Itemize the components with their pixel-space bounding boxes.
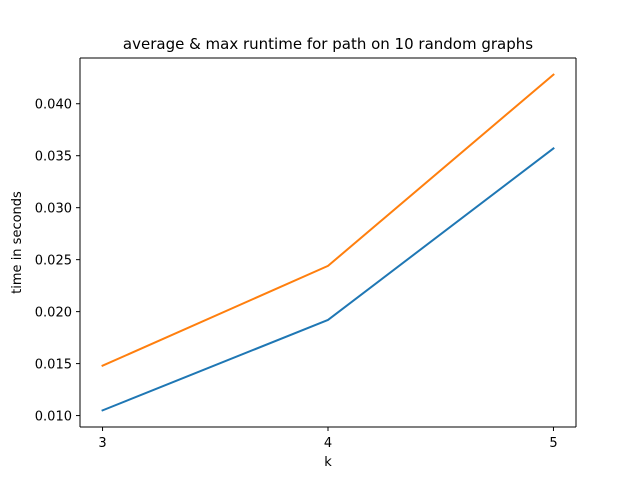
series-layer <box>101 73 555 412</box>
x-tick-label: 4 <box>324 436 332 451</box>
x-tick-label: 3 <box>98 436 106 451</box>
x-axis-ticks: 3 4 5 <box>98 427 558 451</box>
plot-frame <box>79 57 577 428</box>
y-axis-ticks: 0.010 0.015 0.020 0.025 0.030 0.035 0.040 <box>35 98 80 425</box>
y-tick-label: 0.025 <box>35 254 72 269</box>
y-tick-label: 0.030 <box>35 202 72 217</box>
x-tick-label: 5 <box>549 436 557 451</box>
y-tick-label: 0.035 <box>35 150 72 165</box>
y-tick-label: 0.010 <box>35 410 72 425</box>
y-axis-label: time in seconds <box>10 191 25 294</box>
x-axis-label: k <box>324 455 332 470</box>
series-line-1 <box>101 147 555 412</box>
y-tick-label: 0.015 <box>35 358 72 373</box>
y-tick-label: 0.020 <box>35 306 72 321</box>
series-line-2 <box>101 73 555 367</box>
y-tick-label: 0.040 <box>35 98 72 113</box>
plot-area <box>80 58 576 427</box>
chart-title: average & max runtime for path on 10 ran… <box>123 35 533 53</box>
